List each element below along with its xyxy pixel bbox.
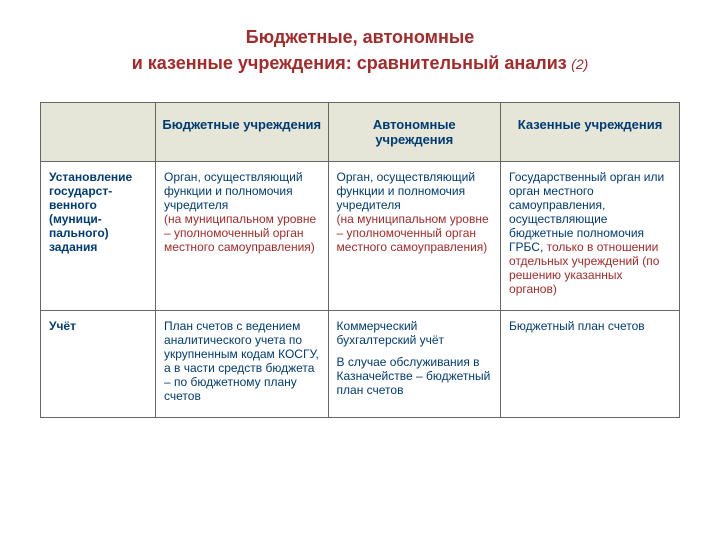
- header-budget: Бюджетные учреждения: [156, 103, 329, 162]
- cell: План счетов с ведением аналитического уч…: [156, 311, 329, 418]
- cell-main: Орган, осуществляющий функции и полномоч…: [337, 170, 476, 212]
- cell: Коммерческий бухгалтерский учёт В случае…: [328, 311, 501, 418]
- page-title: Бюджетные, автономные и казенные учрежде…: [40, 24, 680, 76]
- cell-alt: (на муниципальном уровне – уполномоченны…: [337, 212, 489, 254]
- row-label: Учёт: [41, 311, 156, 418]
- title-line1: Бюджетные, автономные: [246, 27, 474, 47]
- cell-alt: (на муниципальном уровне – уполномоченны…: [164, 212, 316, 254]
- cell-main: Бюджетный план счетов: [509, 319, 645, 333]
- table-row: Установление государст-венного (муници-п…: [41, 162, 680, 311]
- cell: Орган, осуществляющий функции и полномоч…: [328, 162, 501, 311]
- table-header-row: Бюджетные учреждения Автономные учрежден…: [41, 103, 680, 162]
- cell: Бюджетный план счетов: [501, 311, 680, 418]
- cell: Государственный орган или орган местного…: [501, 162, 680, 311]
- cell: Орган, осуществляющий функции и полномоч…: [156, 162, 329, 311]
- cell-main: Коммерческий бухгалтерский учёт: [337, 319, 445, 347]
- title-suffix: (2): [571, 56, 588, 72]
- cell-main: План счетов с ведением аналитического уч…: [164, 319, 319, 403]
- header-autonomous: Автономные учреждения: [328, 103, 501, 162]
- header-empty: [41, 103, 156, 162]
- cell-extra: В случае обслуживания в Казначействе – б…: [337, 347, 493, 397]
- comparison-table: Бюджетные учреждения Автономные учрежден…: [40, 102, 680, 418]
- title-line2: и казенные учреждения: сравнительный ана…: [132, 53, 567, 73]
- header-state: Казенные учреждения: [501, 103, 680, 162]
- cell-main: Орган, осуществляющий функции и полномоч…: [164, 170, 303, 212]
- row-label: Установление государст-венного (муници-п…: [41, 162, 156, 311]
- table-row: Учёт План счетов с ведением аналитическо…: [41, 311, 680, 418]
